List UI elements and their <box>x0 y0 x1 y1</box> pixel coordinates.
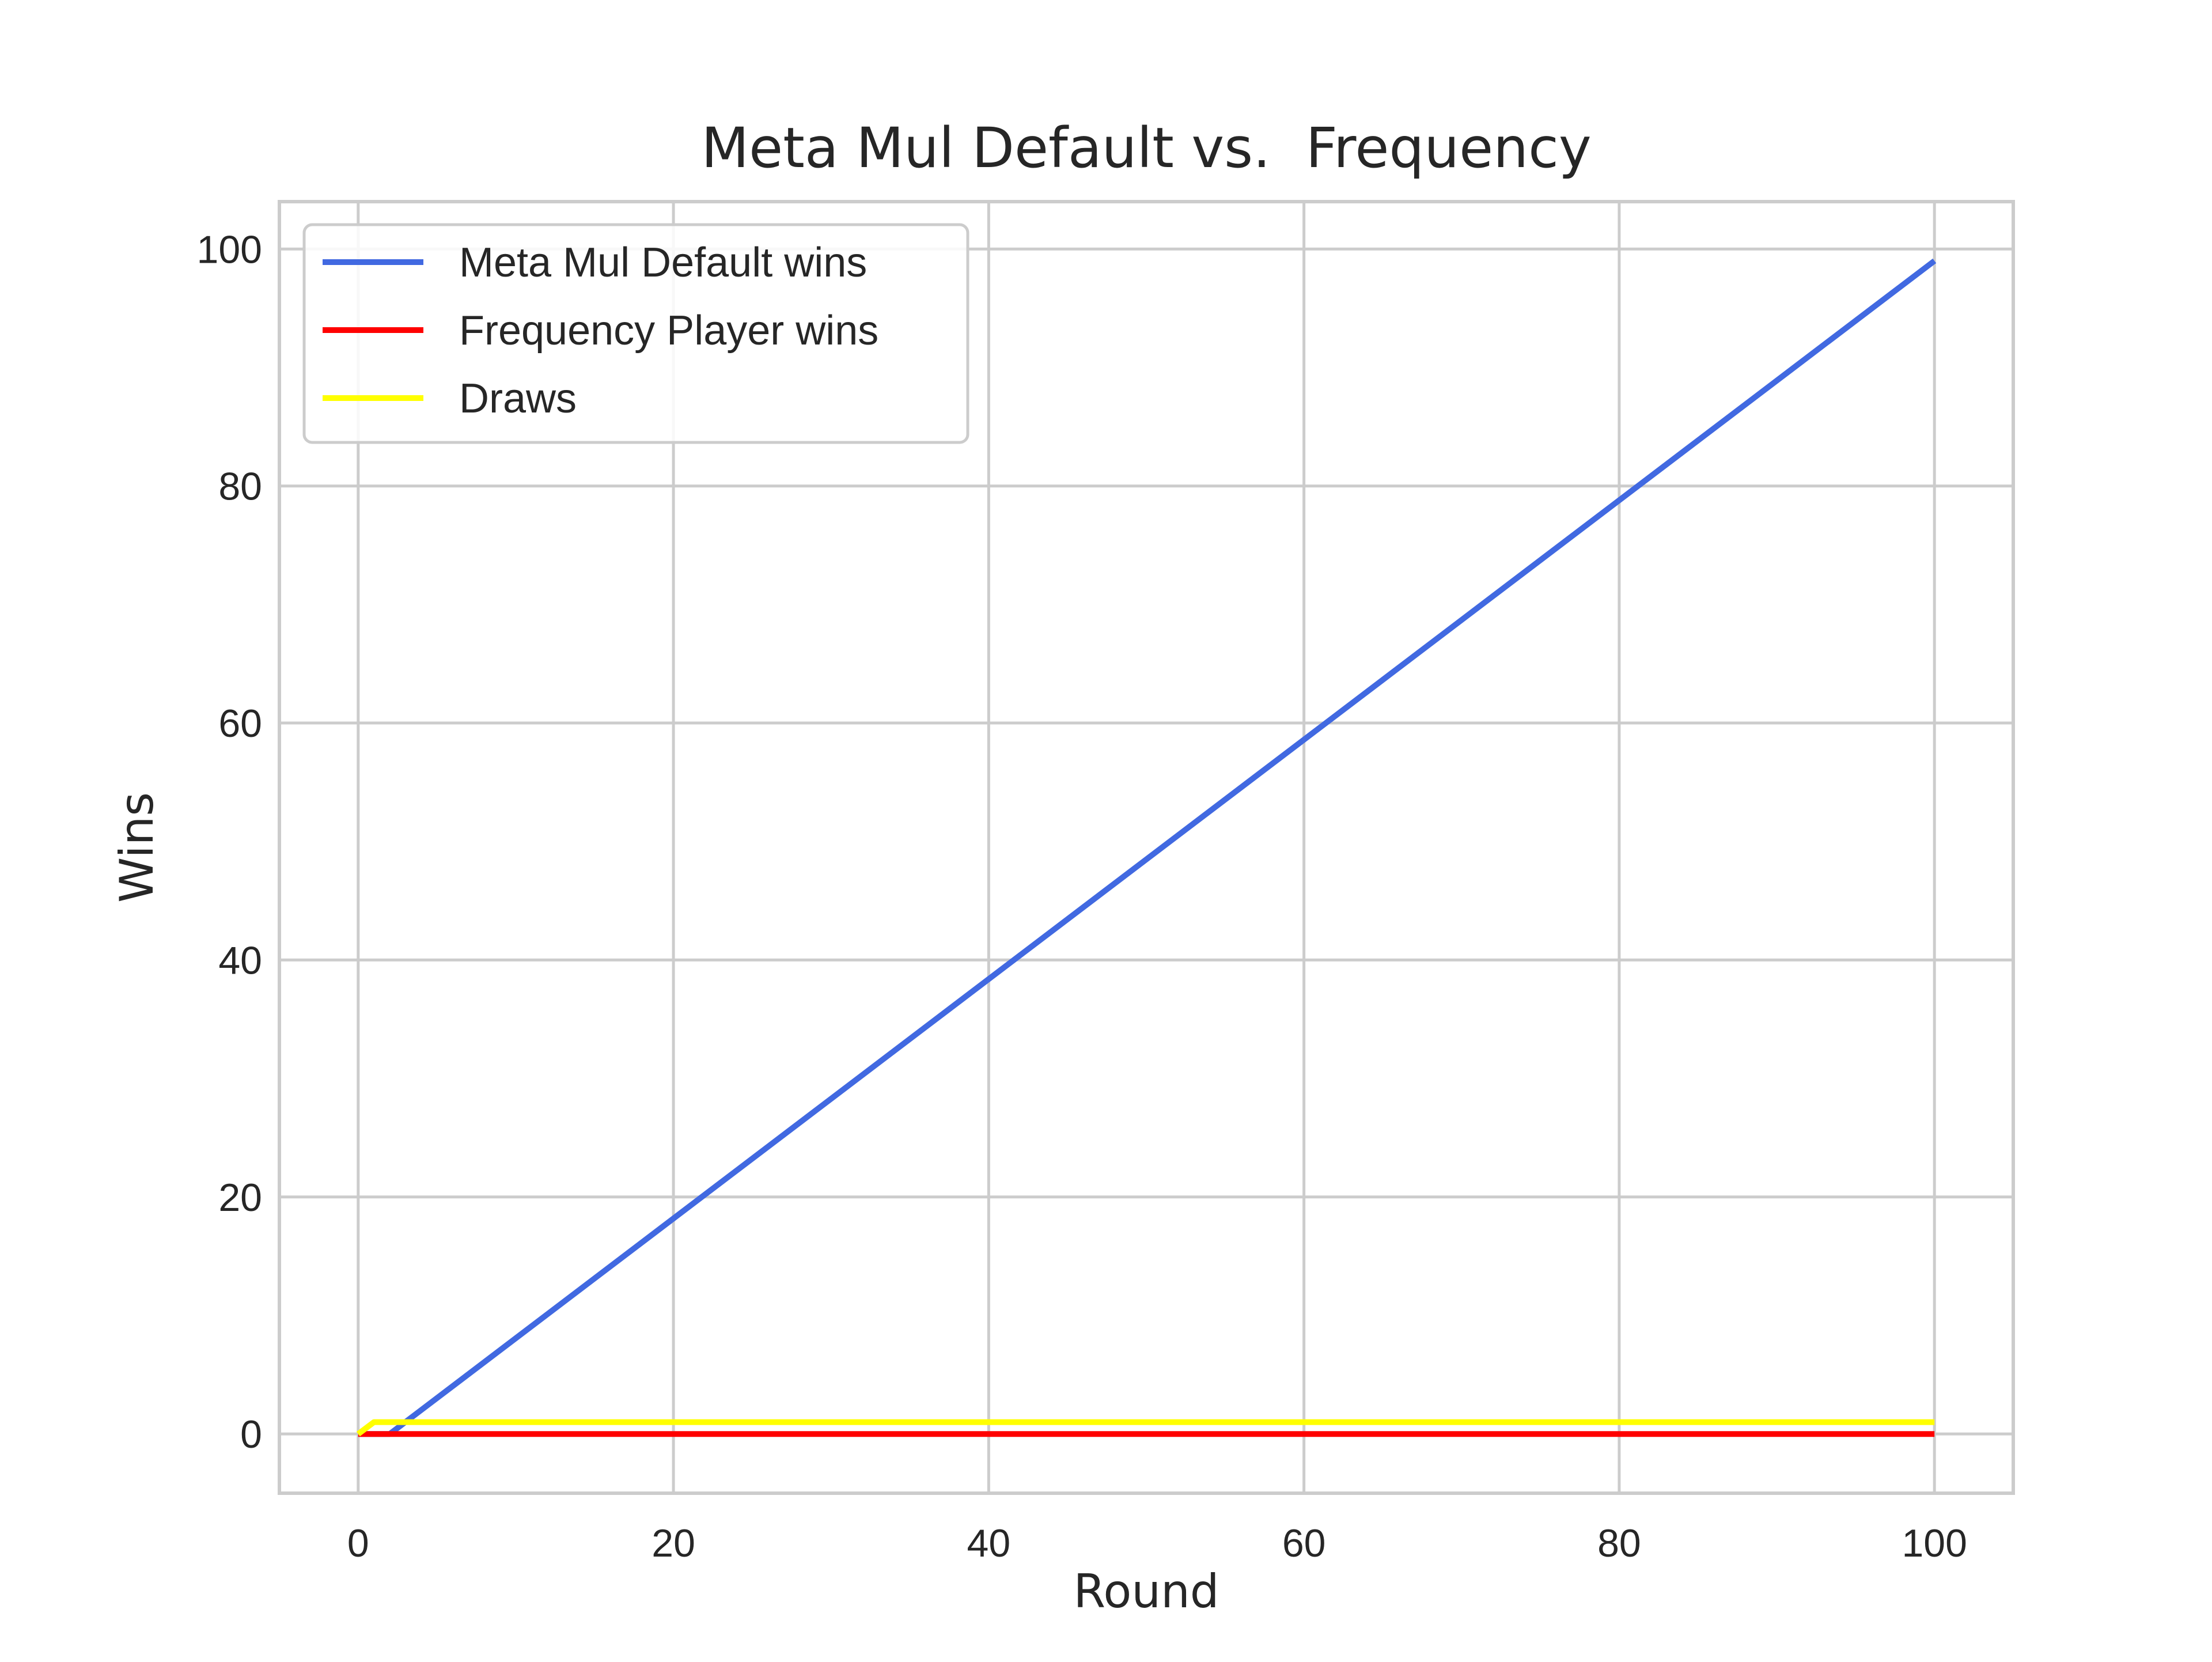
x-tick-label-100: 100 <box>1902 1521 1967 1565</box>
y-tick-label-60: 60 <box>218 702 262 745</box>
y-tick-label-100: 100 <box>197 228 262 271</box>
legend-box <box>302 223 969 444</box>
chart-title: Meta Mul Default vs. Frequency <box>701 116 1591 180</box>
x-tick-label-20: 20 <box>652 1521 695 1565</box>
series-line-draws <box>356 1419 1935 1437</box>
y-tick-labels: 0 20 40 60 80 100 <box>197 228 262 1456</box>
legend-label-meta-mul-default-wins: Meta Mul Default wins <box>459 240 867 286</box>
y-tick-label-80: 80 <box>218 465 262 509</box>
x-tick-label-0: 0 <box>347 1521 369 1565</box>
legend: Meta Mul Default wins Frequency Player w… <box>302 223 969 444</box>
legend-label-draws: Draws <box>459 376 577 422</box>
y-tick-label-40: 40 <box>218 938 262 982</box>
y-tick-label-0: 0 <box>240 1413 262 1456</box>
y-tick-label-20: 20 <box>218 1176 262 1220</box>
x-tick-label-80: 80 <box>1597 1521 1641 1565</box>
plot-frame <box>278 200 2015 1495</box>
x-tick-labels: 0 20 40 60 80 100 <box>347 1521 1967 1565</box>
series-lines <box>356 258 1937 1437</box>
y-axis-label: Wins <box>110 792 164 903</box>
grid-lines <box>279 202 2013 1493</box>
legend-label-frequency-player-wins: Frequency Player wins <box>459 308 878 354</box>
x-axis-label: Round <box>1073 1565 1219 1618</box>
x-tick-label-60: 60 <box>1282 1521 1326 1565</box>
x-tick-label-40: 40 <box>967 1521 1011 1565</box>
